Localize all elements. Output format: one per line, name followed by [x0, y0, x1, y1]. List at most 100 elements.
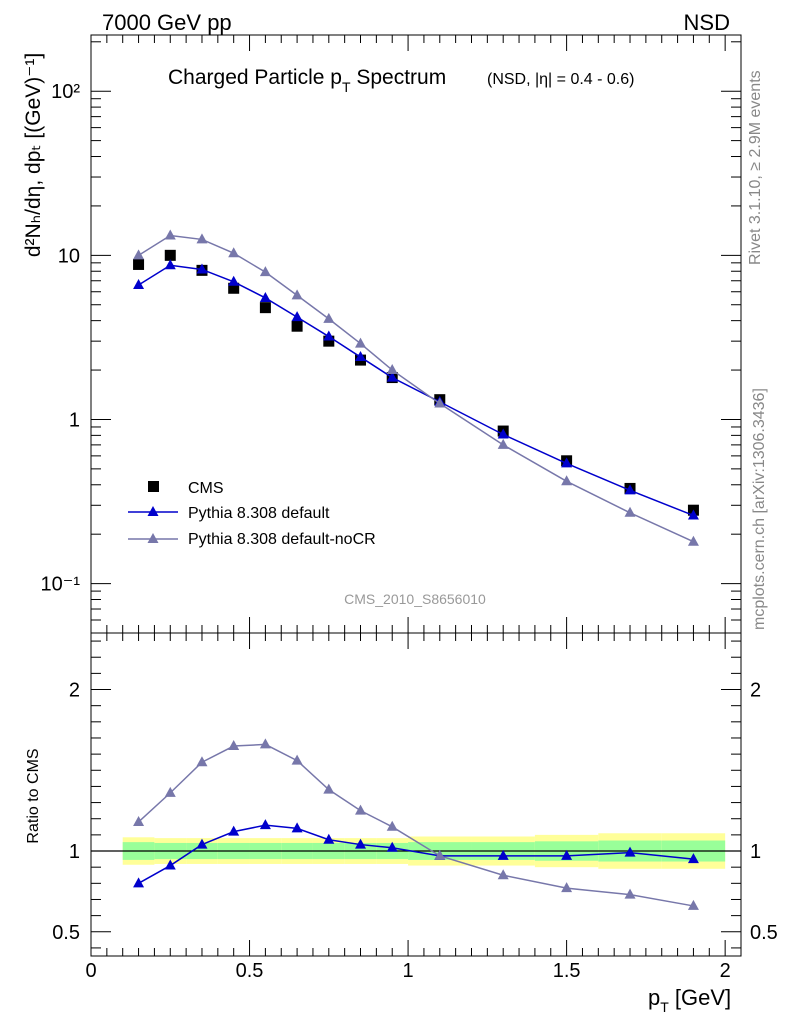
- plot-title-main: Charged Particle p: [168, 66, 342, 89]
- nocr-main-point: [164, 229, 176, 240]
- nocr-ratio-point: [624, 888, 636, 899]
- nocr-main-point: [386, 364, 398, 375]
- plot-title-tail: Spectrum: [351, 66, 447, 89]
- ratio-y-tick-label: 1: [69, 841, 80, 863]
- main-y-tick-label: 10²: [51, 81, 80, 103]
- header-left: 7000 GeV pp: [102, 10, 232, 35]
- default-main-point: [196, 263, 208, 274]
- default-ratio-point: [164, 859, 176, 870]
- nocr-main-point: [687, 535, 699, 546]
- nocr-main-point: [497, 438, 509, 449]
- nocr-ratio-line: [138, 743, 694, 907]
- legend-label-default: Pythia 8.308 default: [188, 505, 330, 522]
- nocr-main-point: [291, 289, 303, 300]
- nocr-main-point: [561, 475, 573, 486]
- x-tick-label: 1: [403, 960, 414, 982]
- nocr-ratio-point: [497, 869, 509, 880]
- nocr-main-point: [196, 233, 208, 244]
- nocr-main-point: [434, 397, 446, 408]
- default-main-point: [164, 259, 176, 270]
- legend-marker-nocr: [147, 533, 159, 543]
- main-y-tick-label: 10: [58, 245, 80, 267]
- plot-title-suffix: (NSD, |η| = 0.4 - 0.6): [487, 71, 634, 88]
- nocr-ratio-point: [291, 754, 303, 765]
- default-ratio-point: [196, 838, 208, 849]
- cms-point: [228, 282, 240, 294]
- legend-label-cms: CMS: [188, 480, 224, 497]
- plot-title: Charged Particle pT Spectrum: [168, 66, 446, 95]
- nocr-ratio-point: [228, 740, 240, 751]
- default-main-point: [133, 278, 145, 289]
- nocr-main-line: [138, 234, 694, 543]
- nocr-ratio-point: [164, 786, 176, 797]
- default-ratio-point: [355, 838, 367, 849]
- legend-label-nocr: Pythia 8.308 default-noCR: [188, 531, 376, 548]
- default-main-point: [228, 275, 240, 286]
- cms-point: [133, 258, 145, 270]
- nocr-ratio-point: [386, 820, 398, 831]
- default-main-point: [561, 457, 573, 468]
- ratio-y-tick-label-right: 0.5: [750, 922, 778, 944]
- nocr-ratio-point: [323, 783, 335, 794]
- default-ratio-point: [228, 825, 240, 836]
- x-axis-label-unit: [GeV]: [669, 985, 731, 1010]
- ratio-y-axis-label: Ratio to CMS: [25, 748, 42, 843]
- default-ratio-point: [323, 833, 335, 844]
- nocr-main-point: [355, 337, 367, 348]
- default-ratio-point: [133, 877, 145, 888]
- x-tick-label: 0.5: [236, 960, 264, 982]
- legend-marker-cms: [148, 481, 159, 492]
- x-tick-label: 2: [720, 960, 731, 982]
- cms-point: [164, 249, 176, 261]
- cms-point: [291, 320, 303, 332]
- mcplots-info: mcplots.cern.ch [arXiv:1306.3436]: [751, 388, 768, 630]
- default-main-point: [497, 428, 509, 439]
- default-main-point: [323, 330, 335, 341]
- nocr-main-point: [323, 312, 335, 323]
- default-main-point: [259, 291, 271, 302]
- rivet-info: Rivet 3.1.10, ≥ 2.9M events: [747, 70, 764, 265]
- default-ratio-point: [497, 849, 509, 860]
- nocr-ratio-point: [133, 815, 145, 826]
- x-tick-label: 0: [85, 960, 96, 982]
- y-axis-label: d²Nₕ/dη, dpₜ [(GeV)⁻¹]: [22, 53, 45, 257]
- default-main-point: [355, 351, 367, 362]
- analysis-id: CMS_2010_S8656010: [344, 591, 486, 607]
- x-tick-label: 1.5: [553, 960, 581, 982]
- default-ratio-point: [624, 846, 636, 857]
- default-ratio-point: [291, 822, 303, 833]
- nocr-main-point: [259, 266, 271, 277]
- default-main-point: [386, 371, 398, 382]
- default-main-point: [291, 311, 303, 322]
- legend: CMS Pythia 8.308 default Pythia 8.308 de…: [128, 480, 376, 548]
- nocr-main-point: [133, 249, 145, 260]
- legend-marker-default: [147, 506, 159, 516]
- nocr-ratio-point: [434, 849, 446, 860]
- default-main-line: [138, 264, 694, 517]
- ratio-frame: [90, 632, 742, 957]
- nocr-ratio-point: [355, 804, 367, 815]
- nocr-main-point: [624, 506, 636, 517]
- ratio-y-tick-label-right: 1: [750, 841, 761, 863]
- x-axis-label: pT [GeV]: [648, 985, 731, 1015]
- plot-title-subscript: T: [342, 79, 351, 95]
- nocr-ratio-point: [687, 899, 699, 910]
- main-y-tick-label: 10⁻¹: [41, 574, 81, 596]
- default-main-point: [624, 484, 636, 495]
- nocr-ratio-point: [259, 738, 271, 749]
- nocr-main-point: [228, 247, 240, 258]
- series-layer: [133, 229, 699, 910]
- default-ratio-point: [259, 819, 271, 830]
- default-ratio-point: [386, 841, 398, 852]
- nocr-ratio-point: [561, 882, 573, 893]
- ratio-y-tick-label-right: 2: [750, 680, 761, 702]
- cms-point: [323, 335, 335, 347]
- default-ratio-point: [561, 849, 573, 860]
- default-ratio-line: [138, 824, 694, 884]
- nocr-ratio-point: [196, 756, 208, 767]
- header-right: NSD: [684, 10, 730, 35]
- default-main-point: [687, 509, 699, 520]
- main-y-tick-label: 1: [69, 409, 80, 431]
